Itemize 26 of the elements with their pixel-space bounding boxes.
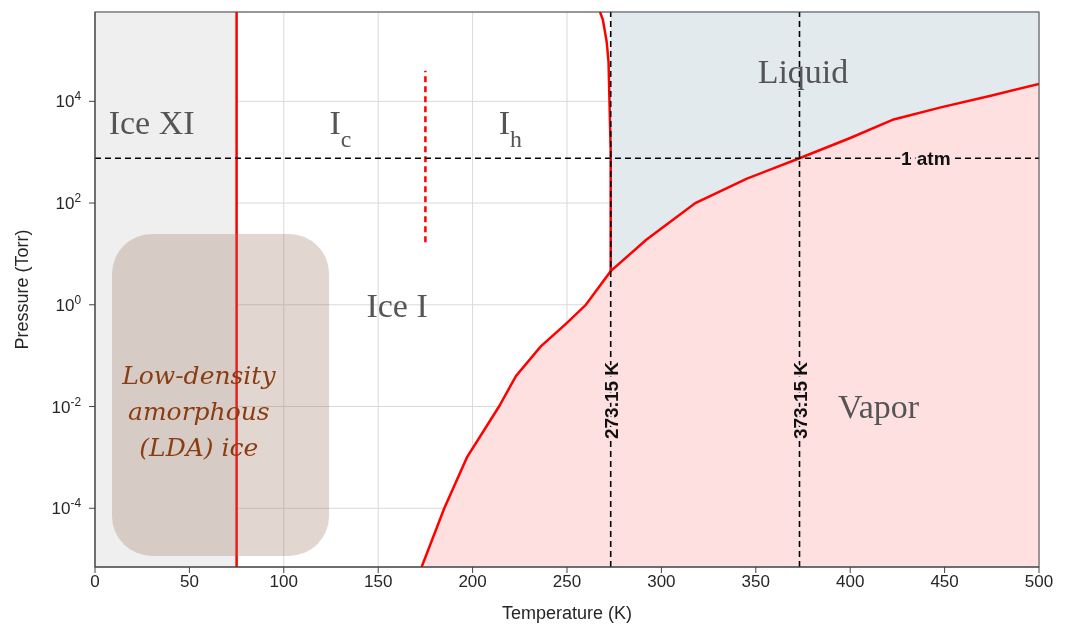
- ref-line-label: 373.15 K: [789, 361, 811, 440]
- x-tick-label: 150: [364, 572, 393, 592]
- annotation: Ice XI: [108, 103, 195, 141]
- x-tick-label: 0: [90, 572, 100, 592]
- y-axis-title: Pressure (Torr): [12, 229, 33, 350]
- x-tick-label: 350: [741, 572, 770, 592]
- x-tick-label: 450: [930, 572, 959, 592]
- y-tick-label: 10$^{4}$: [55, 89, 82, 112]
- y-tick-label: 10$^{-4}$: [51, 496, 82, 519]
- annotation: I$_{c}$: [329, 103, 352, 152]
- y-tick-label: 10$^{-2}$: [51, 394, 82, 417]
- x-tick-label: 50: [179, 572, 199, 592]
- annotation: Ice I: [366, 287, 428, 325]
- ref-line-label: 273.15 K: [600, 361, 622, 440]
- x-tick-label: 200: [458, 572, 487, 592]
- annotation: Vapor: [837, 388, 920, 426]
- y-tick-label: 10$^{2}$: [55, 191, 82, 214]
- x-tick-label: 500: [1024, 572, 1054, 592]
- x-tick-label: 300: [647, 572, 676, 592]
- x-tick-label: 100: [269, 572, 298, 592]
- x-tick-label: 400: [836, 572, 865, 592]
- x-axis-title: Temperature (K): [501, 603, 633, 623]
- x-tick-label: 250: [552, 572, 582, 592]
- annotation: Liquid: [757, 52, 849, 90]
- annotation: I$_{h}$: [498, 103, 523, 152]
- y-tick-label: 10$^{0}$: [55, 292, 82, 315]
